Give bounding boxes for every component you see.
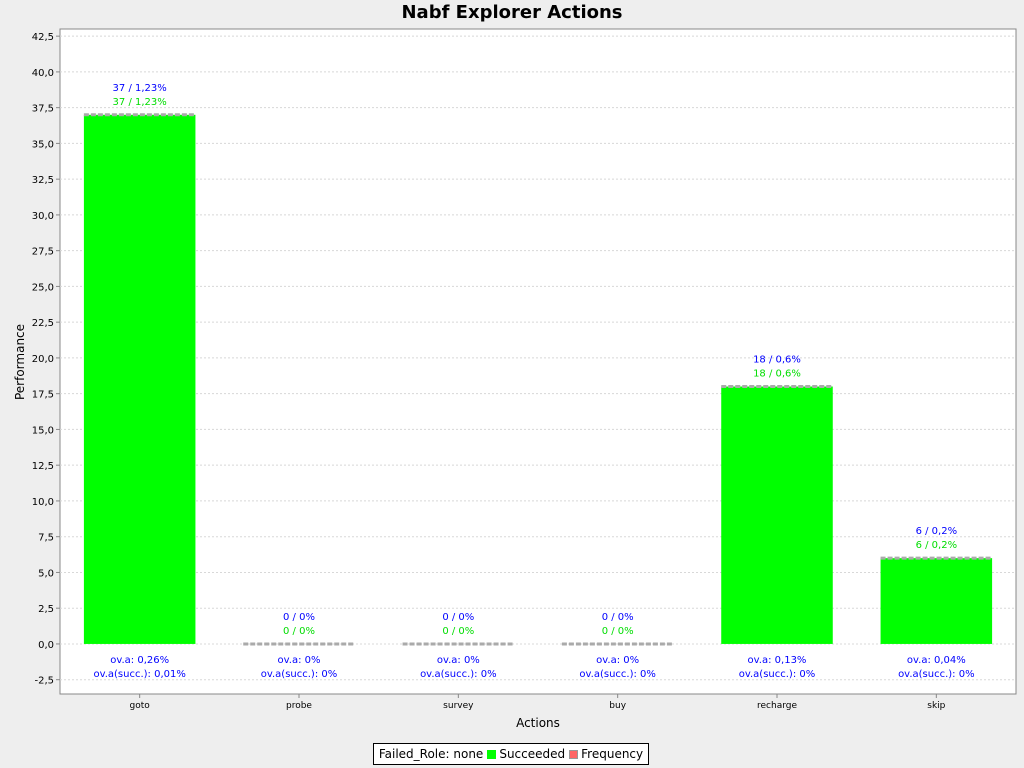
x-tick-label-recharge: recharge: [757, 701, 797, 711]
y-tick-label: 32,5: [32, 175, 54, 186]
frequency-label-goto: 37 / 1,23%: [113, 83, 167, 94]
overall-label-survey: ov.a: 0%: [437, 655, 480, 666]
frequency-label-buy: 0 / 0%: [602, 612, 634, 623]
succeeded-label-recharge: 18 / 0,6%: [753, 369, 801, 380]
bar-recharge: [721, 386, 833, 644]
y-tick-label: 0,0: [38, 640, 54, 651]
x-tick-label-survey: survey: [443, 701, 474, 711]
succeeded-label-survey: 0 / 0%: [442, 626, 474, 637]
y-tick-label: 7,5: [38, 533, 54, 544]
legend: Failed_Role: none Succeeded Frequency: [373, 743, 649, 765]
x-tick-label-probe: probe: [286, 701, 312, 711]
x-tick-label-goto: goto: [130, 701, 151, 711]
y-tick-label: 40,0: [32, 68, 54, 79]
frequency-label-recharge: 18 / 0,6%: [753, 355, 801, 366]
x-tick-label-skip: skip: [927, 701, 945, 711]
succeeded-label-buy: 0 / 0%: [602, 626, 634, 637]
overall-succ-label-recharge: ov.a(succ.): 0%: [739, 669, 816, 680]
plot-area: [59, 28, 1017, 695]
y-tick-label: 27,5: [32, 247, 54, 258]
legend-item-failed-role: Failed_Role: none: [379, 747, 483, 761]
chart-title: Nabf Explorer Actions: [401, 2, 623, 23]
overall-label-skip: ov.a: 0,04%: [907, 655, 966, 666]
y-tick-label: 2,5: [38, 604, 54, 615]
overall-succ-label-goto: ov.a(succ.): 0,01%: [93, 669, 185, 680]
legend-label-frequency: Frequency: [581, 747, 644, 761]
overall-succ-label-buy: ov.a(succ.): 0%: [579, 669, 656, 680]
frequency-label-survey: 0 / 0%: [442, 612, 474, 623]
y-axis-label: Performance: [13, 324, 27, 400]
legend-label-succeeded: Succeeded: [499, 747, 566, 761]
x-axis-ticks: goto probe survey buy recharge skip: [130, 694, 946, 711]
y-tick-label: 35,0: [32, 139, 54, 150]
x-tick-label-buy: buy: [609, 701, 626, 711]
y-tick-label: 10,0: [32, 497, 54, 508]
y-axis-ticks: 42,5 40,0 37,5 35,0 32,5 30,0 27,5 25,0 22,5 20,0…: [32, 32, 60, 687]
bars: [83, 113, 993, 646]
overall-label-recharge: ov.a: 0,13%: [748, 655, 807, 666]
legend-item-succeeded: Succeeded: [487, 747, 565, 761]
legend-swatch-frequency: [569, 749, 579, 759]
legend-item-frequency: Frequency: [569, 747, 643, 761]
y-tick-label: 22,5: [32, 318, 54, 329]
y-tick-label: 25,0: [32, 282, 54, 293]
frequency-label-probe: 0 / 0%: [283, 612, 315, 623]
succeeded-label-skip: 6 / 0,2%: [916, 540, 958, 551]
legend-label-failed-role: Failed_Role: none: [378, 747, 484, 761]
bar-skip: [880, 558, 993, 644]
y-tick-label: 30,0: [32, 211, 54, 222]
succeeded-label-probe: 0 / 0%: [283, 626, 315, 637]
y-tick-label: 17,5: [32, 390, 54, 401]
y-tick-label: 5,0: [38, 568, 54, 579]
overall-label-goto: ov.a: 0,26%: [110, 655, 169, 666]
x-axis-label: Actions: [516, 716, 560, 730]
overall-succ-label-probe: ov.a(succ.): 0%: [261, 669, 338, 680]
y-tick-label: 37,5: [32, 104, 54, 115]
y-tick-label: 12,5: [32, 461, 54, 472]
y-tick-label: 20,0: [32, 354, 54, 365]
y-tick-label: 42,5: [32, 32, 54, 43]
y-tick-label: 15,0: [32, 425, 54, 436]
grid-lines: [60, 35, 1016, 681]
y-tick-label: -2,5: [34, 676, 54, 687]
legend-swatch-succeeded: [487, 749, 497, 759]
bar-goto: [83, 114, 196, 644]
succeeded-label-goto: 37 / 1,23%: [113, 97, 167, 108]
overall-succ-label-skip: ov.a(succ.): 0%: [898, 669, 975, 680]
overall-succ-label-survey: ov.a(succ.): 0%: [420, 669, 497, 680]
frequency-label-skip: 6 / 0,2%: [916, 526, 958, 537]
overall-label-probe: ov.a: 0%: [278, 655, 321, 666]
bar-labels: 37 / 1,23% 37 / 1,23% ov.a: 0,26% ov.a(succ…: [93, 83, 974, 680]
overall-label-buy: ov.a: 0%: [596, 655, 639, 666]
